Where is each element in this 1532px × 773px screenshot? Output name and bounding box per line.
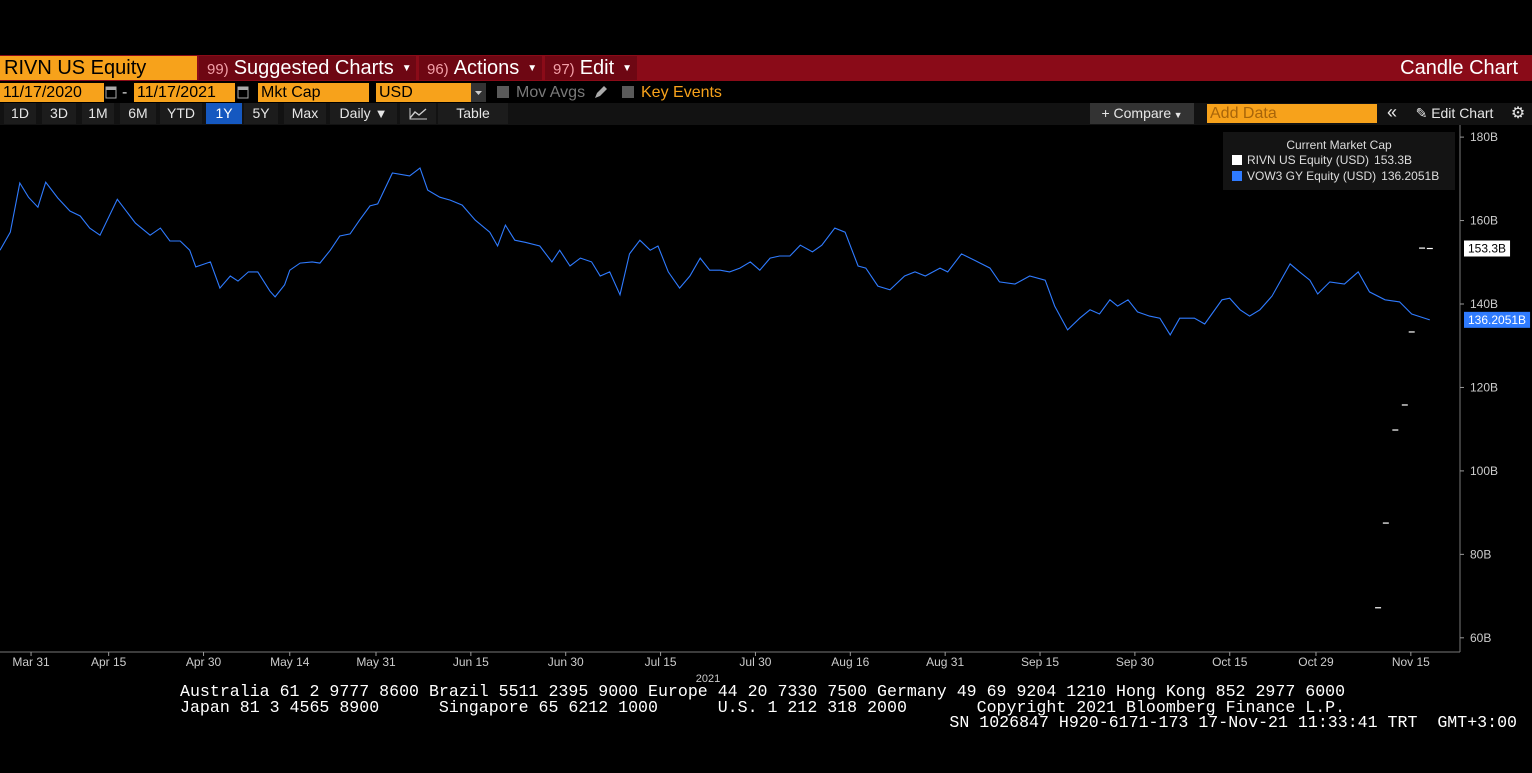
current-value-label: 136.2051B (1468, 313, 1526, 327)
edit-chart-button[interactable]: ✎ Edit Chart (1407, 103, 1502, 124)
legend-title: Current Market Cap (1286, 138, 1392, 152)
compare-button[interactable]: + Compare ▼ (1090, 103, 1194, 124)
frequency-label: Daily (339, 105, 371, 121)
period-button[interactable]: YTD (160, 103, 202, 124)
menu-label: Suggested Charts (233, 57, 394, 79)
settings-button[interactable]: ⚙ (1507, 103, 1529, 124)
period-button[interactable]: 1M (82, 103, 114, 124)
period-button[interactable]: 1Y (206, 103, 242, 124)
menu-label: Edit (579, 57, 615, 79)
period-button[interactable]: 6M (120, 103, 156, 124)
menu[interactable]: 99) Suggested Charts ▼ (199, 56, 416, 80)
footer-line: SN 1026847 H920-6171-173 17-Nov-21 11:33… (949, 713, 1517, 732)
date-separator: - (122, 84, 128, 101)
y-tick-label: 100B (1470, 464, 1498, 478)
menu[interactable]: 96) Actions ▼ (419, 56, 542, 80)
pencil-icon[interactable] (593, 84, 609, 100)
menu-number: 99) (207, 61, 229, 78)
x-tick-label: Jun 30 (548, 655, 584, 669)
period-button[interactable]: 5Y (244, 103, 278, 124)
y-tick-label: 80B (1470, 547, 1491, 561)
footer-line: Japan 81 3 4565 8900 Singapore 65 6212 1… (180, 698, 1346, 717)
x-tick-label: Sep 15 (1021, 655, 1059, 669)
frequency-button[interactable]: Daily ▼ (330, 103, 397, 124)
edit-chart-label: Edit Chart (1431, 105, 1494, 121)
legend-box (1223, 132, 1455, 190)
table-button[interactable]: Table (438, 103, 508, 124)
x-tick-label: Sep 30 (1116, 655, 1154, 669)
period-button[interactable]: 3D (42, 103, 76, 124)
legend-swatch (1232, 155, 1242, 165)
mov-avgs-label[interactable]: Mov Avgs (516, 84, 586, 101)
y-tick-label: 120B (1470, 380, 1498, 394)
chart-style-button[interactable] (400, 103, 436, 124)
menu-caret: ▼ (527, 62, 538, 74)
menu-number: 96) (427, 61, 449, 78)
y-tick-label: 160B (1470, 214, 1498, 228)
menu-number: 97) (553, 61, 575, 78)
menu-label: Actions (453, 57, 520, 79)
x-tick-label: May 31 (356, 655, 396, 669)
calendar-icon[interactable] (237, 85, 249, 99)
compare-label: Compare (1113, 105, 1172, 121)
current-value-tag (1464, 311, 1531, 328)
series-line (0, 167, 1430, 336)
end-date[interactable]: 11/17/2021 (134, 83, 235, 102)
menu[interactable]: 97) Edit ▼ (545, 56, 637, 80)
current-value-tag (1464, 240, 1511, 257)
period-button[interactable]: 1D (4, 103, 36, 124)
x-tick-label: Jul 30 (739, 655, 771, 669)
legend-name: VOW3 GY Equity (USD) (1247, 169, 1376, 183)
dropdown-button[interactable] (471, 83, 486, 102)
x-tick-label: Oct 29 (1298, 655, 1334, 669)
mov-avgs-checkbox[interactable] (497, 86, 509, 98)
x-tick-label: Jun 15 (453, 655, 489, 669)
y-tick-label: 140B (1470, 297, 1498, 311)
current-value-label: 153.3B (1468, 242, 1506, 256)
x-tick-label: Aug 31 (926, 655, 964, 669)
menu-caret: ▼ (622, 62, 633, 74)
x-tick-label: Nov 15 (1392, 655, 1430, 669)
period-button[interactable]: Max (284, 103, 326, 124)
collapse-button[interactable]: « (1380, 103, 1404, 124)
calendar-icon[interactable] (105, 85, 117, 99)
legend-value: 136.2051B (1381, 169, 1439, 183)
currency-input[interactable]: USD (376, 83, 471, 102)
legend-name: RIVN US Equity (USD) (1247, 153, 1369, 167)
footer-line: Australia 61 2 9777 8600 Brazil 5511 239… (180, 682, 1346, 701)
chart-kind[interactable]: Candle Chart (1400, 57, 1518, 79)
x-tick-label: Mar 31 (12, 655, 50, 669)
x-tick-label: Apr 30 (186, 655, 222, 669)
y-tick-label: 60B (1470, 631, 1491, 645)
add-data-input[interactable]: Add Data (1207, 104, 1377, 123)
x-tick-label: May 14 (270, 655, 310, 669)
x-tick-label: Aug 16 (831, 655, 869, 669)
x-tick-label: Oct 15 (1212, 655, 1248, 669)
key-events-label[interactable]: Key Events (641, 84, 722, 101)
legend-value: 153.3B (1374, 153, 1412, 167)
x-tick-label: Apr 15 (91, 655, 127, 669)
menu-caret: ▼ (401, 62, 412, 74)
legend-swatch (1232, 171, 1242, 181)
x-tick-label: Jul 15 (645, 655, 677, 669)
key-events-checkbox[interactable] (622, 86, 634, 98)
field-input[interactable]: Mkt Cap (258, 83, 369, 102)
y-tick-label: 180B (1470, 130, 1498, 144)
security-input[interactable]: RIVN US Equity (0, 56, 197, 80)
start-date[interactable]: 11/17/2020 (0, 83, 104, 102)
